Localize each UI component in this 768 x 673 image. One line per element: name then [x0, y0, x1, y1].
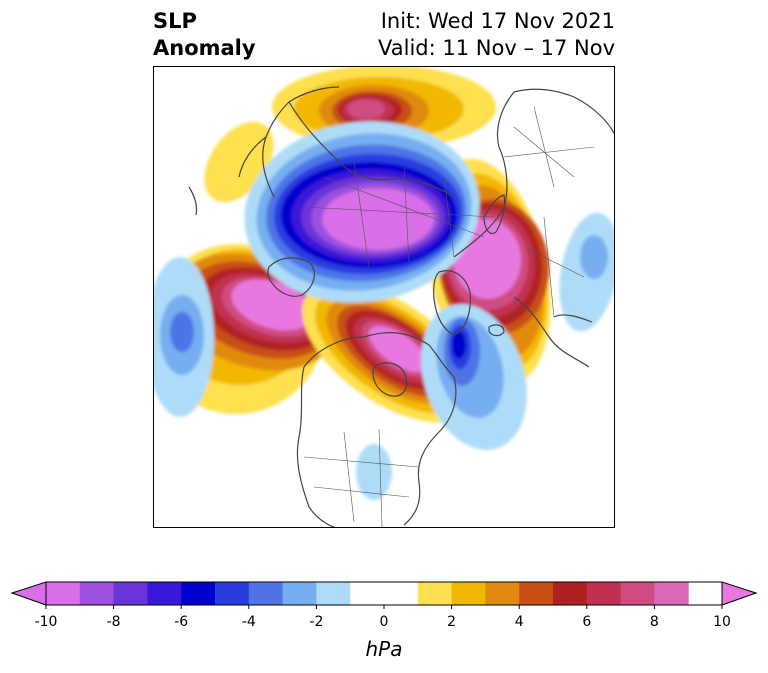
colorbar: [10, 581, 758, 609]
colorbar-tick-label: 4: [514, 614, 524, 630]
colorbar-tick-label: -10: [34, 614, 58, 630]
colorbar-tick-label: -8: [106, 614, 121, 630]
map-title-left: SLP Anomaly: [153, 8, 256, 62]
colorbar-tick-label: -2: [309, 614, 324, 630]
colorbar-tick-label: 10: [713, 614, 731, 630]
colorbar-bin: [350, 582, 419, 605]
colorbar-tick-label: -4: [241, 614, 256, 630]
init-date: Init: Wed 17 Nov 2021: [380, 9, 615, 33]
colorbar-label: hPa: [365, 637, 403, 661]
negative-anomaly-arctic-siberia: [244, 121, 480, 303]
colorbar-under-arrow: [10, 581, 47, 606]
colorbar-over-arrow: [721, 581, 758, 606]
country-borders: [303, 106, 595, 527]
colorbar-bin: [181, 582, 216, 605]
anomaly-map: [154, 67, 614, 527]
colorbar-bin: [248, 582, 284, 605]
colorbar-bin: [654, 582, 689, 605]
colorbar-tick-label: 8: [649, 614, 659, 630]
colorbar-bin: [147, 582, 182, 605]
map-panel: [153, 66, 615, 528]
colorbar-bin: [485, 582, 520, 605]
colorbar-bins: [46, 582, 689, 605]
coastlines: [188, 86, 614, 527]
colorbar-tick-label: 0: [379, 614, 389, 630]
colorbar-bin: [519, 582, 554, 605]
colorbar-bin: [620, 582, 655, 605]
negative-anomaly-us: [356, 444, 392, 500]
colorbar-bin: [79, 582, 115, 605]
negative-anomaly-west-pacific: [154, 257, 214, 417]
colorbar-tick-label: 6: [582, 614, 592, 630]
negative-anomaly-north-atlantic: [421, 304, 527, 450]
colorbar-tick-label: 2: [447, 614, 457, 630]
colorbar-bin: [586, 582, 622, 605]
colorbar-bin: [215, 582, 250, 605]
colorbar-bin: [316, 582, 351, 605]
colorbar-tick-label: -6: [174, 614, 189, 630]
colorbar-bin: [417, 582, 453, 605]
negative-anomaly-mediterranean: [559, 212, 614, 332]
colorbar-bin: [451, 582, 486, 605]
colorbar-bin: [46, 582, 81, 605]
colorbar-bin: [282, 582, 317, 605]
colorbar-bin: [113, 582, 148, 605]
map-title-right: Init: Wed 17 Nov 2021 Valid: 11 Nov – 17…: [378, 8, 615, 62]
colorbar-ticks: [45, 605, 723, 609]
colorbar-bin: [553, 582, 588, 605]
title-variable: SLP: [153, 9, 197, 33]
valid-range: Valid: 11 Nov – 17 Nov: [378, 36, 615, 60]
title-type: Anomaly: [153, 36, 256, 60]
